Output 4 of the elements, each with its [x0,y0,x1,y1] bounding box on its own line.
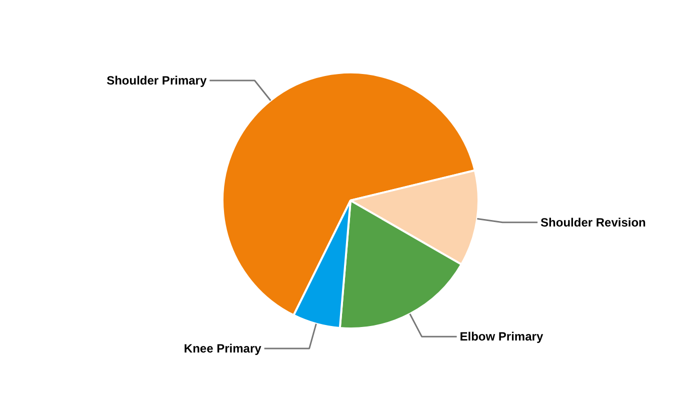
slice-label: Knee Primary [184,341,262,356]
slice-label: Elbow Primary [460,330,544,344]
slice-label: Shoulder Revision [540,215,646,230]
slice-label: Shoulder Primary [106,73,207,88]
